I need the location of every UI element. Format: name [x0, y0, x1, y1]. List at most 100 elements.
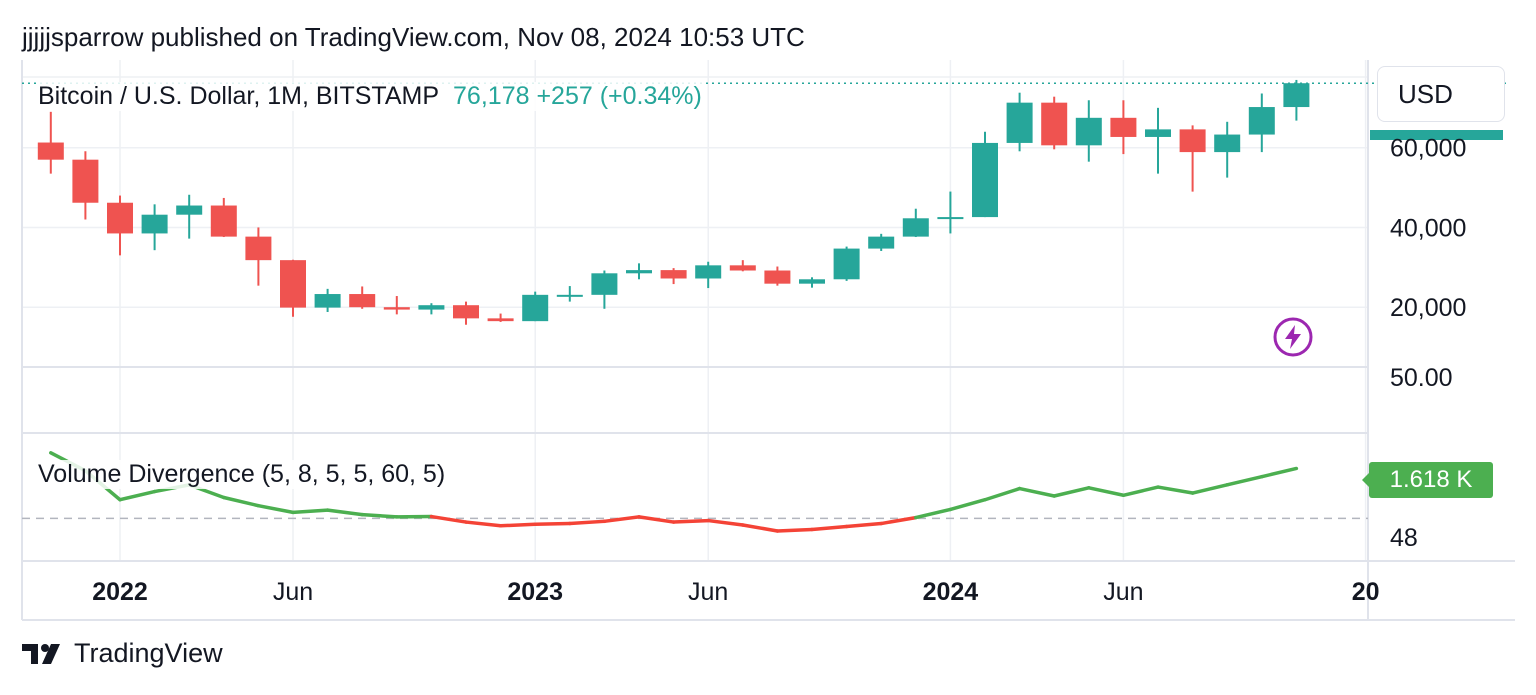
candle-body: [1041, 102, 1068, 146]
candle-body: [141, 214, 168, 234]
candle[interactable]: [1248, 93, 1275, 153]
vd-segment: [810, 524, 849, 532]
candle-body: [972, 142, 998, 218]
candle-body: [210, 205, 237, 237]
vd-segment: [1225, 474, 1264, 487]
vd-segment: [464, 520, 503, 528]
vd-segment: [844, 521, 883, 529]
candle-body: [799, 279, 825, 284]
candle[interactable]: [833, 246, 860, 281]
candle-body: [1110, 117, 1137, 137]
candle-body: [1214, 134, 1241, 153]
vd-segment: [1190, 483, 1229, 495]
candle[interactable]: [799, 277, 825, 288]
candle-body: [660, 270, 687, 279]
vd-segment: [429, 514, 468, 524]
candle[interactable]: [695, 261, 722, 289]
candle-body: [868, 236, 895, 249]
candle[interactable]: [591, 270, 618, 309]
candle-body: [522, 294, 549, 322]
candle[interactable]: [245, 227, 272, 286]
candle-body: [418, 305, 445, 310]
vd-segment: [1017, 486, 1056, 498]
candle[interactable]: [453, 301, 479, 325]
vd-segment: [706, 518, 745, 527]
candle-body: [937, 217, 964, 220]
vd-segment: [256, 503, 295, 515]
vd-segment: [1156, 485, 1195, 495]
tradingview-logo-icon[interactable]: [22, 642, 64, 666]
price-tick-label: 40,000: [1390, 214, 1466, 242]
indicator-last-value-badge: 1.618 K: [1362, 462, 1493, 498]
candle[interactable]: [1214, 121, 1241, 178]
vd-segment: [671, 518, 710, 524]
candle[interactable]: [729, 260, 756, 272]
candle[interactable]: [210, 197, 237, 238]
candle[interactable]: [314, 288, 341, 312]
candle-body: [591, 273, 618, 295]
vd-segment: [533, 521, 572, 527]
candle[interactable]: [1110, 100, 1137, 155]
candle[interactable]: [176, 194, 203, 239]
candle[interactable]: [487, 313, 514, 322]
candle-body: [176, 205, 203, 215]
symbol-legend[interactable]: Bitcoin / U.S. Dollar, 1M, BITSTAMP 76,17…: [38, 82, 702, 111]
candle-body: [902, 218, 929, 237]
time-tick-label: Jun: [273, 578, 313, 606]
candle[interactable]: [764, 266, 791, 286]
lightning-bolt-icon[interactable]: [1273, 317, 1313, 357]
time-tick-label: Jun: [1103, 578, 1143, 606]
candle[interactable]: [72, 151, 99, 220]
candle-body: [695, 265, 722, 279]
vd-segment: [1121, 485, 1160, 498]
candle-body: [1248, 107, 1275, 135]
candle[interactable]: [107, 195, 133, 256]
time-tick-label: 2022: [92, 578, 148, 606]
vd-segment: [118, 489, 157, 502]
vd-segment: [325, 508, 364, 517]
candle[interactable]: [1145, 107, 1171, 174]
candle[interactable]: [902, 208, 929, 238]
currency-selector[interactable]: USD: [1377, 66, 1505, 122]
candle-body: [280, 260, 306, 308]
candle[interactable]: [280, 259, 306, 317]
candle[interactable]: [522, 291, 549, 322]
candle-body: [626, 270, 652, 274]
vd-segment: [291, 508, 330, 515]
candle[interactable]: [937, 191, 964, 234]
footer-brand[interactable]: TradingView: [74, 638, 223, 668]
vd-segment: [360, 512, 399, 519]
price-tick-label: 60,000: [1390, 135, 1466, 163]
candle[interactable]: [1283, 79, 1310, 121]
candle-series: [37, 79, 1310, 325]
candle-body: [1075, 117, 1102, 146]
vd-segment: [983, 486, 1022, 502]
vd-segment: [1052, 486, 1091, 498]
candle[interactable]: [1041, 96, 1068, 150]
candle[interactable]: [349, 286, 376, 309]
candle[interactable]: [141, 204, 168, 251]
candle[interactable]: [556, 286, 583, 302]
candle[interactable]: [626, 263, 652, 280]
candle-body: [349, 294, 376, 308]
vd-segment: [222, 495, 261, 508]
candle[interactable]: [418, 303, 445, 315]
candle[interactable]: [37, 111, 64, 174]
indicator-legend[interactable]: Volume Divergence (5, 8, 5, 5, 60, 5): [38, 460, 446, 489]
candle[interactable]: [383, 296, 410, 315]
footer: TradingView: [22, 638, 223, 669]
candle[interactable]: [868, 233, 895, 251]
candle-body: [107, 202, 133, 234]
indicator-tick-label: 50.00: [1390, 364, 1453, 392]
candle[interactable]: [660, 268, 687, 285]
candle[interactable]: [1006, 92, 1033, 152]
time-tick-label: 20: [1352, 578, 1380, 606]
candle[interactable]: [972, 131, 998, 218]
price-tick-label: 20,000: [1390, 294, 1466, 322]
vd-segment: [879, 515, 918, 526]
candle[interactable]: [1179, 125, 1206, 192]
vd-segment: [741, 523, 780, 533]
vd-segment: [914, 507, 953, 520]
candle[interactable]: [1075, 100, 1102, 162]
